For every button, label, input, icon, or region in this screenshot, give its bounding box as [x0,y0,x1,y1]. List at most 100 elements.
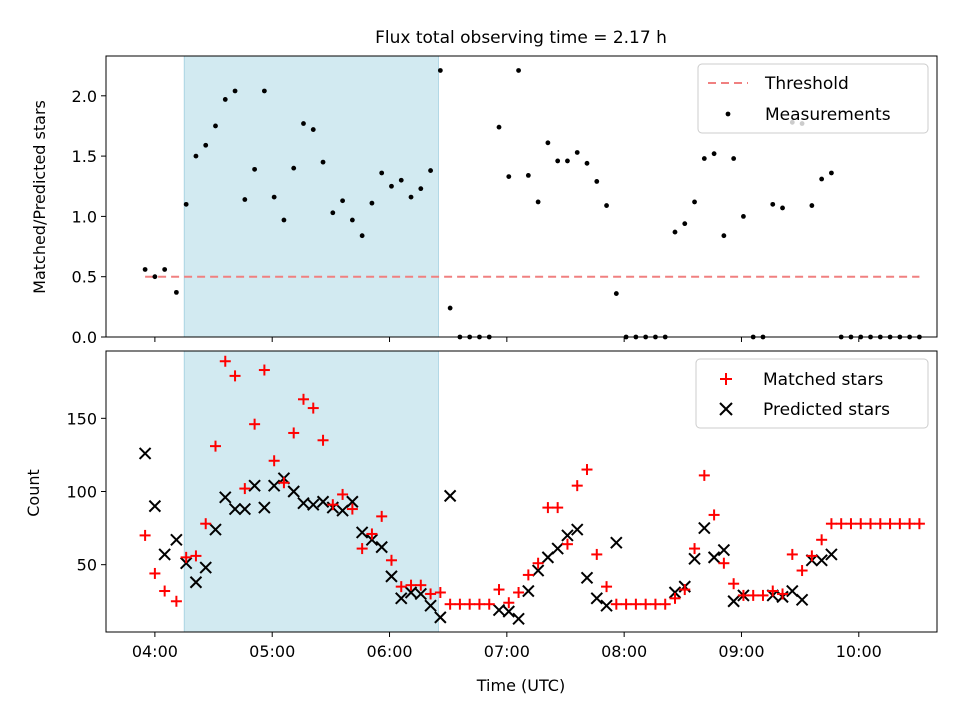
measurement-point [770,201,776,207]
measurement-point [496,124,502,130]
matched-star-point [620,598,632,610]
predicted-star-point [688,552,701,566]
matched-star-point [249,418,261,430]
measurement-point [203,142,209,148]
matched-star-point [513,586,525,598]
matched-star-point [149,567,161,579]
measurement-point [320,159,326,165]
count-y-axis-label: Count [24,469,43,517]
predicted-star-point [365,533,379,547]
count-legend: Matched stars Predicted stars [695,358,929,429]
matched-star-point [327,499,339,511]
predicted-star-point [375,540,388,554]
measurement-point [604,203,609,208]
matched-star-point [522,569,534,581]
measurement-point [829,170,834,176]
predicted-star-point [707,551,721,564]
matched-star-point [552,502,564,514]
predicted-star-point [346,495,359,508]
matched-star-point [855,518,867,530]
matched-star-point [571,480,583,492]
ratio-legend: Threshold Measurements [697,63,929,134]
ratio-legend-box [697,63,929,134]
matched-star-point [904,518,916,530]
matched-star-point [640,598,652,610]
matched-star-point [405,579,417,591]
matched-star-point [913,518,925,530]
measurement-point [152,274,158,280]
measurement-point [232,88,238,94]
measurement-point [301,121,306,126]
matched-star-point [366,528,378,540]
measurement-point [437,68,443,73]
predicted-star-point [434,611,447,624]
matched-star-point [317,434,329,446]
matched-star-point [346,503,358,515]
matched-star-point [747,589,759,601]
ratio-x-ticks [154,337,860,342]
matched-star-point [268,455,280,467]
matched-star-point [385,554,397,566]
matched-star-point [532,557,544,569]
matched-star-point [493,584,505,596]
x-tick-label: 04:00 [132,642,178,661]
ratio-y-ticks: 0.0 0.5 1.0 1.5 2.0 [72,87,106,347]
matched-star-point [689,543,701,555]
matched-star-point [786,548,798,560]
count-y-tick-label: 150 [66,409,97,428]
predicted-star-point [610,536,623,549]
legend-threshold-label: Threshold [764,74,849,94]
ratio-y-tick-label: 0.5 [72,268,97,287]
legend-matched-label: Matched stars [763,370,883,390]
matched-star-point [464,598,476,610]
measurement-point [447,305,453,311]
matched-star-point [209,440,221,452]
matched-star-point [288,427,300,439]
matched-star-point [806,550,818,562]
matched-star-point [139,529,151,541]
matched-star-point [679,584,691,596]
measurement-point [310,127,316,132]
predicted-star-point [316,495,330,508]
predicted-star-point [258,501,271,514]
matched-star-point [376,510,388,522]
measurement-point [711,151,717,157]
ratio-y-tick-label: 2.0 [72,87,97,106]
x-tick-label: 06:00 [366,642,412,661]
matched-star-point [229,370,241,382]
matched-star-point [718,557,730,569]
predicted-star-point [385,570,398,583]
ratio-y-tick-label: 1.0 [72,207,97,226]
measurement-point [162,267,168,272]
measurement-point [408,194,414,200]
matched-star-point [337,488,349,500]
predicted-star-point [287,485,300,498]
matched-star-point [845,518,857,530]
predicted-star-point [307,498,320,511]
predicted-star-point [138,447,152,460]
matched-star-point [395,581,407,593]
matched-star-point [219,355,231,367]
measurement-point [340,198,345,204]
matched-star-point [698,469,710,481]
x-tick-label: 08:00 [601,642,647,661]
measurement-point [584,160,590,166]
legend-measurements-swatch [725,111,731,117]
measurement-point [428,168,433,173]
predicted-star-point [199,561,212,574]
matched-star-point [708,509,720,521]
matched-star-point [777,588,789,600]
predicted-star-point [571,523,584,536]
measurement-point [809,203,815,208]
measurement-point [721,233,727,239]
matched-star-point [483,598,495,610]
legend-predicted-swatch [719,402,733,416]
measurement-point [594,179,600,184]
matched-star-point [659,598,671,610]
matched-star-point [561,538,573,550]
matched-star-point [835,518,847,530]
measurement-point [389,183,394,189]
measurements-series [142,68,922,340]
predicted-star-point [158,548,171,561]
matched-star-point [356,543,368,555]
